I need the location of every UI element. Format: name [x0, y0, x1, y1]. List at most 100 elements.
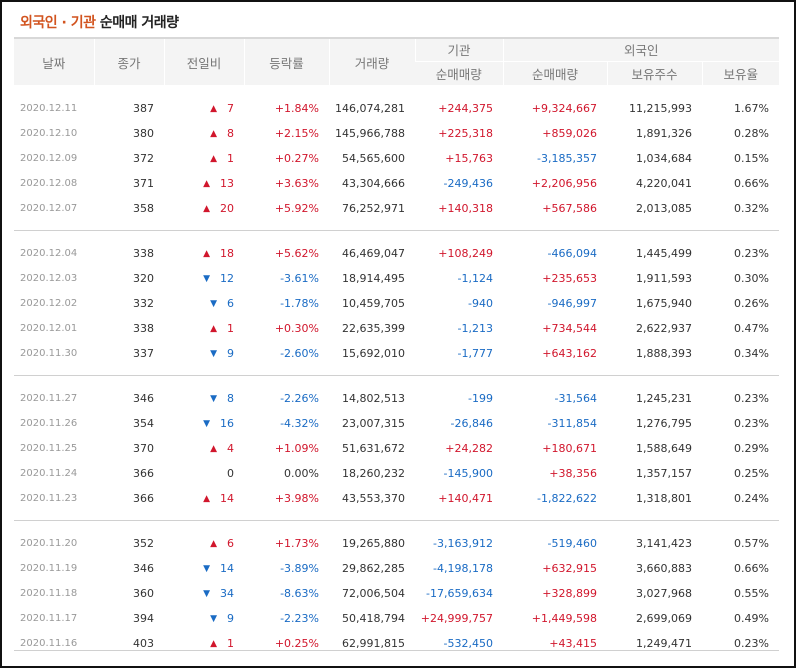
cell-holdings: 2,699,069: [636, 612, 692, 625]
cell-foreign-net: +43,415: [549, 637, 597, 650]
col-foreign-net-header[interactable]: 순매매량: [502, 61, 607, 85]
cell-date: 2020.11.23: [20, 493, 78, 504]
table-row: 2020.12.01 338 ▲ 1 +0.30% 22,635,399 -1,2…: [14, 316, 779, 341]
cell-inst-net: +24,999,757: [420, 612, 493, 625]
cell-hold-ratio: 0.28%: [734, 127, 769, 140]
col-change-header[interactable]: 전일비: [163, 38, 244, 85]
change-value: 1: [227, 322, 234, 335]
cell-rate: +3.63%: [274, 177, 319, 190]
table-row: 2020.11.17 394 ▼ 9 -2.23% 50,418,794 +24,…: [14, 606, 779, 631]
cell-foreign-net: -519,460: [547, 537, 597, 550]
change-value: 8: [227, 392, 234, 405]
cell-holdings: 1,245,231: [636, 392, 692, 405]
cell-close: 366: [133, 467, 154, 480]
cell-holdings: 4,220,041: [636, 177, 692, 190]
change-value: 9: [227, 612, 234, 625]
up-triangle-icon: ▲: [210, 129, 217, 139]
col-inst-net-header[interactable]: 순매매량: [415, 61, 503, 85]
change-value: 1: [227, 152, 234, 165]
cell-volume: 18,914,495: [342, 272, 405, 285]
cell-rate: +5.62%: [274, 247, 319, 260]
cell-date: 2020.12.09: [20, 153, 78, 164]
cell-change: ▲ 20: [164, 196, 244, 221]
cell-close: 372: [133, 152, 154, 165]
cell-hold-ratio: 0.49%: [734, 612, 769, 625]
cell-holdings: 11,215,993: [629, 102, 692, 115]
cell-holdings: 1,675,940: [636, 297, 692, 310]
down-triangle-icon: ▼: [203, 274, 210, 284]
cell-hold-ratio: 0.29%: [734, 442, 769, 455]
cell-holdings: 1,318,801: [636, 492, 692, 505]
col-rate-header[interactable]: 등락률: [243, 38, 329, 85]
cell-rate: +0.30%: [274, 322, 319, 335]
group-divider: [14, 366, 779, 376]
cell-volume: 72,006,504: [342, 587, 405, 600]
cell-volume: 18,260,232: [342, 467, 405, 480]
col-close-header[interactable]: 종가: [93, 38, 164, 85]
cell-hold-ratio: 0.57%: [734, 537, 769, 550]
cell-volume: 62,991,815: [342, 637, 405, 650]
cell-date: 2020.12.04: [20, 248, 78, 259]
cell-change: ▲ 1: [164, 146, 244, 171]
cell-foreign-net: -31,564: [554, 392, 597, 405]
col-ratio-header[interactable]: 보유율: [701, 61, 779, 85]
cell-volume: 54,565,600: [342, 152, 405, 165]
cell-foreign-net: -946,997: [547, 297, 597, 310]
change-value: 16: [220, 417, 234, 430]
cell-close: 380: [133, 127, 154, 140]
cell-holdings: 1,034,684: [636, 152, 692, 165]
table-row: 2020.12.08 371 ▲ 13 +3.63% 43,304,666 -24…: [14, 171, 779, 196]
cell-holdings: 2,013,085: [636, 202, 692, 215]
up-triangle-icon: ▲: [210, 539, 217, 549]
change-value: 18: [220, 247, 234, 260]
col-date-header[interactable]: 날짜: [14, 38, 94, 85]
up-triangle-icon: ▲: [203, 204, 210, 214]
cell-close: 394: [133, 612, 154, 625]
cell-volume: 15,692,010: [342, 347, 405, 360]
cell-inst-net: +15,763: [445, 152, 493, 165]
cell-volume: 43,304,666: [342, 177, 405, 190]
down-triangle-icon: ▼: [210, 394, 217, 404]
cell-rate: -8.63%: [280, 587, 319, 600]
cell-hold-ratio: 0.23%: [734, 392, 769, 405]
cell-change: ▲ 1: [164, 316, 244, 341]
cell-inst-net: +244,375: [438, 102, 493, 115]
cell-foreign-net: -1,822,622: [537, 492, 597, 505]
cell-change: ▲ 13: [164, 171, 244, 196]
cell-date: 2020.11.16: [20, 638, 78, 649]
cell-close: 403: [133, 637, 154, 650]
table-row: 2020.12.02 332 ▼ 6 -1.78% 10,459,705 -940…: [14, 291, 779, 316]
cell-rate: -2.26%: [280, 392, 319, 405]
cell-inst-net: -26,846: [450, 417, 493, 430]
cell-change: ▲ 6: [164, 531, 244, 556]
cell-date: 2020.12.07: [20, 203, 78, 214]
table-row: 2020.12.11 387 ▲ 7 +1.84% 146,074,281 +24…: [14, 96, 779, 121]
cell-rate: +5.92%: [274, 202, 319, 215]
cell-date: 2020.11.17: [20, 613, 78, 624]
cell-holdings: 1,911,593: [636, 272, 692, 285]
cell-holdings: 3,660,883: [636, 562, 692, 575]
group-spacer: [14, 230, 779, 241]
cell-close: 354: [133, 417, 154, 430]
cell-inst-net: -4,198,178: [433, 562, 493, 575]
change-value: 20: [220, 202, 234, 215]
cell-change: 0: [164, 461, 244, 486]
cell-foreign-net: +235,653: [542, 272, 597, 285]
cell-hold-ratio: 0.32%: [734, 202, 769, 215]
change-value: 12: [220, 272, 234, 285]
table-row: 2020.11.24 366 0 0.00% 18,260,232 -145,9…: [14, 461, 779, 486]
col-volume-header[interactable]: 거래량: [328, 38, 415, 85]
cell-date: 2020.12.08: [20, 178, 78, 189]
cell-inst-net: -249,436: [443, 177, 493, 190]
cell-close: 320: [133, 272, 154, 285]
cell-change: ▼ 9: [164, 341, 244, 366]
cell-change: ▲ 1: [164, 631, 244, 656]
cell-foreign-net: -311,854: [547, 417, 597, 430]
cell-change: ▼ 8: [164, 386, 244, 411]
cell-foreign-net: +734,544: [542, 322, 597, 335]
col-holdings-header[interactable]: 보유주수: [606, 61, 702, 85]
change-value: 4: [227, 442, 234, 455]
cell-close: 337: [133, 347, 154, 360]
cell-change: ▲ 18: [164, 241, 244, 266]
cell-inst-net: +24,282: [445, 442, 493, 455]
